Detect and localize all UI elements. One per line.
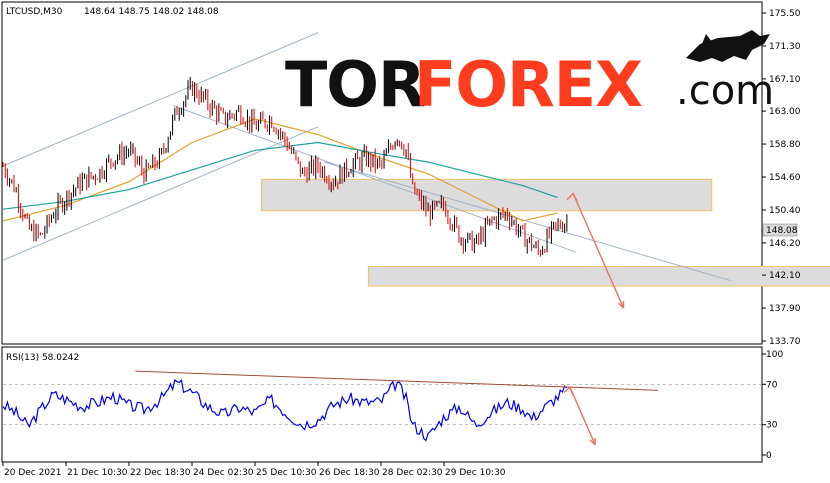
rsi-tick-label: 100 xyxy=(766,350,783,360)
support-resistance-zones xyxy=(260,178,830,287)
y-tick-label: 137.90 xyxy=(769,304,801,314)
rsi-series xyxy=(2,370,761,446)
candles xyxy=(2,76,568,257)
rsi-arrow-1-head xyxy=(589,437,596,446)
rsi-tick-label: 0 xyxy=(766,451,772,461)
y-tick-label: 150.40 xyxy=(769,206,801,216)
logo-forex: FOREX xyxy=(414,48,642,121)
rsi-line xyxy=(2,378,568,442)
price-axis: 175.50 171.30 167.10 163.00 158.80 154.60 150.… xyxy=(762,9,801,347)
rsi-header: RSI(13) 58.0242 xyxy=(6,353,79,363)
rsi-axis: 100 70 30 0 xyxy=(762,350,783,461)
logo-com: .com xyxy=(676,68,774,114)
y-tick-label: 146.20 xyxy=(769,239,801,249)
x-tick-label: 28 Dec 02:30 xyxy=(382,468,443,478)
y-tick-label: 154.60 xyxy=(769,173,801,183)
x-tick-label: 22 Dec 18:30 xyxy=(130,468,191,478)
price-arrow-start-1 xyxy=(566,192,578,202)
current-price-box xyxy=(762,223,798,237)
x-tick-label: 20 Dec 2021 xyxy=(4,468,62,478)
torforex-logo: TOR FOREX .com xyxy=(285,30,774,121)
chart-quote: 148.64 148.75 148.02 148.08 xyxy=(84,7,219,17)
y-tick-label: 142.10 xyxy=(769,271,801,281)
x-tick-label: 21 Dec 10:30 xyxy=(67,468,128,478)
logo-tor: TOR xyxy=(285,48,425,121)
y-tick-label: 158.80 xyxy=(769,140,801,150)
moving-average-2 xyxy=(2,141,558,210)
y-tick-label: 175.50 xyxy=(769,9,801,19)
y-tick-label: 167.10 xyxy=(769,75,801,85)
price-arrow-1 xyxy=(572,193,625,309)
x-tick-label: 25 Dec 10:30 xyxy=(256,468,317,478)
y-tick-label: 133.70 xyxy=(769,337,801,347)
moving-averages xyxy=(2,118,558,222)
time-axis: 20 Dec 2021 21 Dec 10:30 22 Dec 18:30 24 De… xyxy=(2,462,506,478)
zone-2 xyxy=(367,265,830,287)
x-tick-label: 26 Dec 18:30 xyxy=(319,468,380,478)
rsi-arrow-1 xyxy=(569,387,596,446)
rsi-arrow-start-1 xyxy=(563,386,574,396)
price-panel xyxy=(1,1,763,345)
rsi-panel xyxy=(1,346,763,463)
price-arrow-1-head xyxy=(617,301,625,309)
x-tick-label: 24 Dec 02:30 xyxy=(193,468,254,478)
y-tick-label: 171.30 xyxy=(769,42,801,52)
channel-line-1 xyxy=(2,32,319,167)
rsi-tick-label: 30 xyxy=(766,421,778,431)
chart-symbol: LTCUSD,M30 xyxy=(6,7,63,17)
y-tick-label: 163.00 xyxy=(769,107,801,117)
rsi-trendline xyxy=(135,370,659,391)
x-tick-label: 29 Dec 10:30 xyxy=(445,468,506,478)
forecast-arrows xyxy=(566,192,625,309)
channel-line-4 xyxy=(324,161,731,282)
moving-average-1 xyxy=(2,118,558,222)
rsi-tick-label: 70 xyxy=(766,380,778,390)
current-price-label: 148.08 xyxy=(766,226,798,236)
bull-logo-icon xyxy=(686,30,770,62)
zone-1 xyxy=(260,178,713,212)
